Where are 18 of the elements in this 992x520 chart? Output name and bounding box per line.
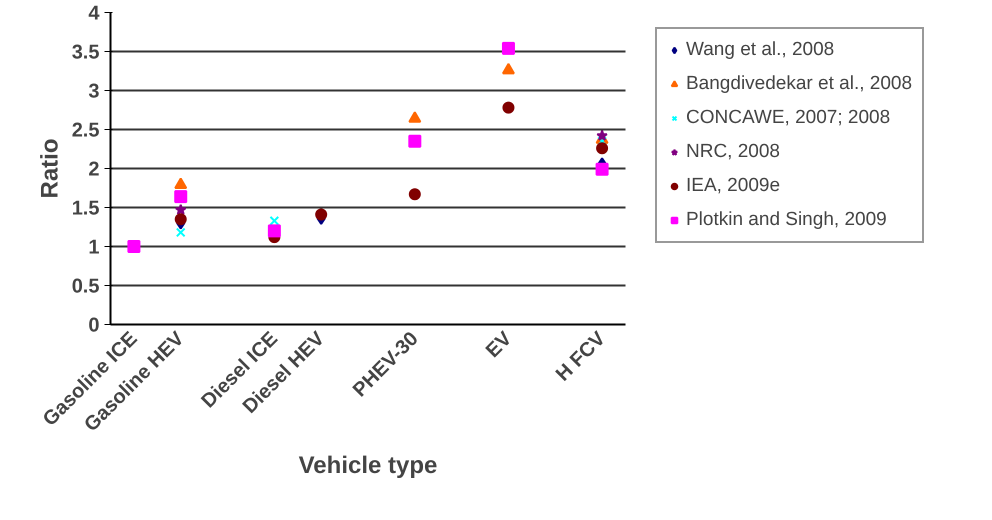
legend-label: CONCAWE, 2007; 2008 [686, 107, 890, 129]
legend-label: Wang et al., 2008 [686, 39, 834, 61]
x-axis-title: Vehicle type [298, 452, 438, 479]
y-tick-label: 3 [88, 80, 100, 102]
y-axis-title: Ratio [36, 138, 64, 198]
legend-label: IEA, 2009e [686, 175, 780, 197]
y-tick-label: 2.5 [72, 120, 100, 142]
legend-label: Plotkin and Singh, 2009 [686, 209, 887, 231]
y-tick-label: 1 [88, 236, 100, 258]
x-tick-label: EV [482, 327, 517, 362]
legend-label: NRC, 2008 [686, 141, 780, 163]
y-tick-label: 4 [88, 2, 100, 24]
y-tick-label: 3.5 [72, 42, 100, 64]
y-tick-label: 0.5 [72, 276, 100, 298]
legend-label: Bangdivedekar et al., 2008 [686, 73, 912, 95]
y-tick-label: 1.5 [72, 198, 100, 220]
y-tick-label: 2 [88, 158, 100, 180]
y-tick-label: 0 [88, 314, 100, 336]
